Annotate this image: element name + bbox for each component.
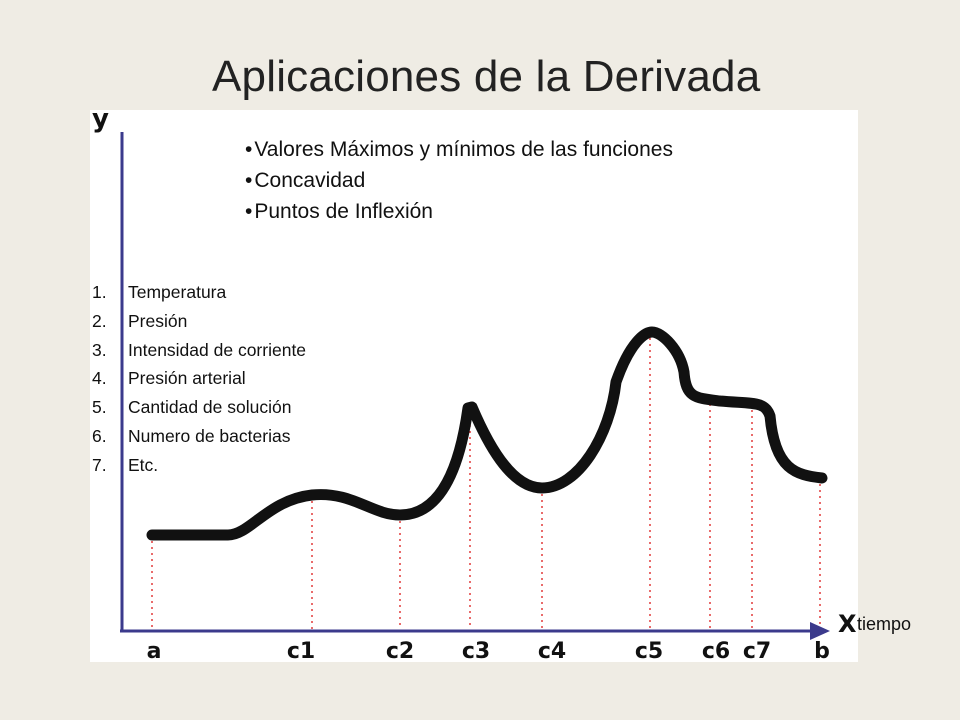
- bullet-item: Valores Máximos y mínimos de las funcion…: [245, 134, 673, 165]
- item-number: 7.: [92, 454, 107, 475]
- numbered-list: 1. Temperatura 2. Presión 3. Intensidad de …: [92, 278, 306, 480]
- guide-lines: [151, 332, 821, 629]
- item-label: Presión: [128, 310, 188, 331]
- x-axis-letter: X: [838, 610, 857, 638]
- bullet-item: Puntos de Inflexión: [245, 196, 673, 227]
- slide-title: Aplicaciones de la Derivada: [212, 52, 761, 101]
- numbered-list-item: 3. Intensidad de corriente: [92, 336, 306, 365]
- tick-label-c7: c7: [743, 639, 771, 662]
- numbered-list-item: 2. Presión: [92, 307, 306, 336]
- item-label: Intensidad de corriente: [128, 339, 307, 360]
- item-number: 1.: [92, 282, 107, 302]
- numbered-list-item: 4. Presión arterial: [92, 364, 306, 393]
- item-number: 3.: [92, 339, 107, 360]
- tick-label-c5: c5: [635, 639, 663, 662]
- x-axis-arrowhead: [810, 622, 830, 640]
- numbered-list-item: 5. Cantidad de solución: [92, 393, 306, 422]
- numbered-list-item: 7. Etc.: [92, 451, 306, 480]
- tick-labels: a c1 c2 c3 c4 c5 c6 c7 b: [147, 639, 830, 662]
- y-axis-letter: y: [92, 104, 109, 134]
- tick-label-c4: c4: [538, 639, 566, 662]
- function-curve: [146, 326, 828, 541]
- bullet-item: Concavidad: [245, 165, 673, 196]
- bullet-list: Valores Máximos y mínimos de las funcion…: [245, 134, 673, 227]
- item-label: Cantidad de solución: [128, 397, 292, 418]
- tick-label-c3: c3: [462, 639, 490, 662]
- numbered-list-item: 1. Temperatura: [92, 278, 306, 307]
- tick-label-c6: c6: [702, 639, 730, 662]
- tick-label-a: a: [147, 639, 162, 662]
- graph-svg: a c1 c2 c3 c4 c5 c6 c7 b: [120, 132, 830, 662]
- tick-label-c2: c2: [386, 639, 414, 662]
- item-number: 5.: [92, 397, 107, 418]
- item-number: 6.: [92, 425, 107, 446]
- item-number: 2.: [92, 310, 107, 331]
- x-axis-caption: tiempo: [857, 614, 912, 634]
- tick-label-b: b: [814, 639, 830, 662]
- item-label: Numero de bacterias: [128, 425, 291, 446]
- item-number: 4.: [92, 368, 107, 389]
- item-label: Temperatura: [128, 282, 227, 302]
- tick-label-c1: c1: [287, 639, 315, 662]
- item-label: Etc.: [128, 454, 159, 475]
- numbered-list-item: 6. Numero de bacterias: [92, 422, 306, 451]
- item-label: Presión arterial: [128, 368, 246, 389]
